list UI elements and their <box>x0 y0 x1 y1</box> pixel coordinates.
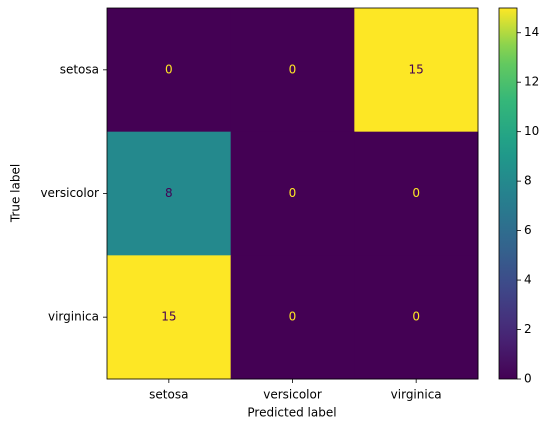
cell-label: 0 <box>289 310 297 324</box>
x-tick-label: versicolor <box>263 388 322 402</box>
cell-label: 15 <box>161 310 176 324</box>
y-tick-label: virginica <box>48 310 99 324</box>
colorbar-tick-label: 2 <box>524 322 532 336</box>
cell <box>107 255 232 380</box>
cell-label: 0 <box>412 186 420 200</box>
cell <box>107 131 232 256</box>
colorbar <box>498 7 518 380</box>
cell <box>354 131 479 256</box>
y-tick-label: versicolor <box>40 186 99 200</box>
cell-label: 15 <box>409 62 424 76</box>
colorbar-tick-label: 8 <box>524 174 532 188</box>
cell-label: 0 <box>165 62 173 76</box>
y-tick-label: setosa <box>60 62 99 76</box>
cell-label: 0 <box>289 186 297 200</box>
x-tick-label: virginica <box>391 388 442 402</box>
y-axis-label: True label <box>9 164 23 223</box>
cell-label: 0 <box>289 62 297 76</box>
x-axis-label: Predicted label <box>247 406 336 420</box>
colorbar-tick-label: 14 <box>524 25 539 39</box>
colorbar-tick-label: 0 <box>524 372 532 386</box>
cell <box>230 255 355 380</box>
colorbar-tick-label: 4 <box>524 273 532 287</box>
cell-label: 0 <box>412 310 420 324</box>
colorbar-tick-label: 6 <box>524 223 532 237</box>
cell-label: 8 <box>165 186 173 200</box>
x-tick-label: setosa <box>149 388 188 402</box>
cell <box>230 8 355 133</box>
cell <box>354 8 479 133</box>
cell <box>354 255 479 380</box>
cell <box>107 8 232 133</box>
colorbar-tick-label: 12 <box>524 75 539 89</box>
colorbar-tick-label: 10 <box>524 124 539 138</box>
cell <box>230 131 355 256</box>
